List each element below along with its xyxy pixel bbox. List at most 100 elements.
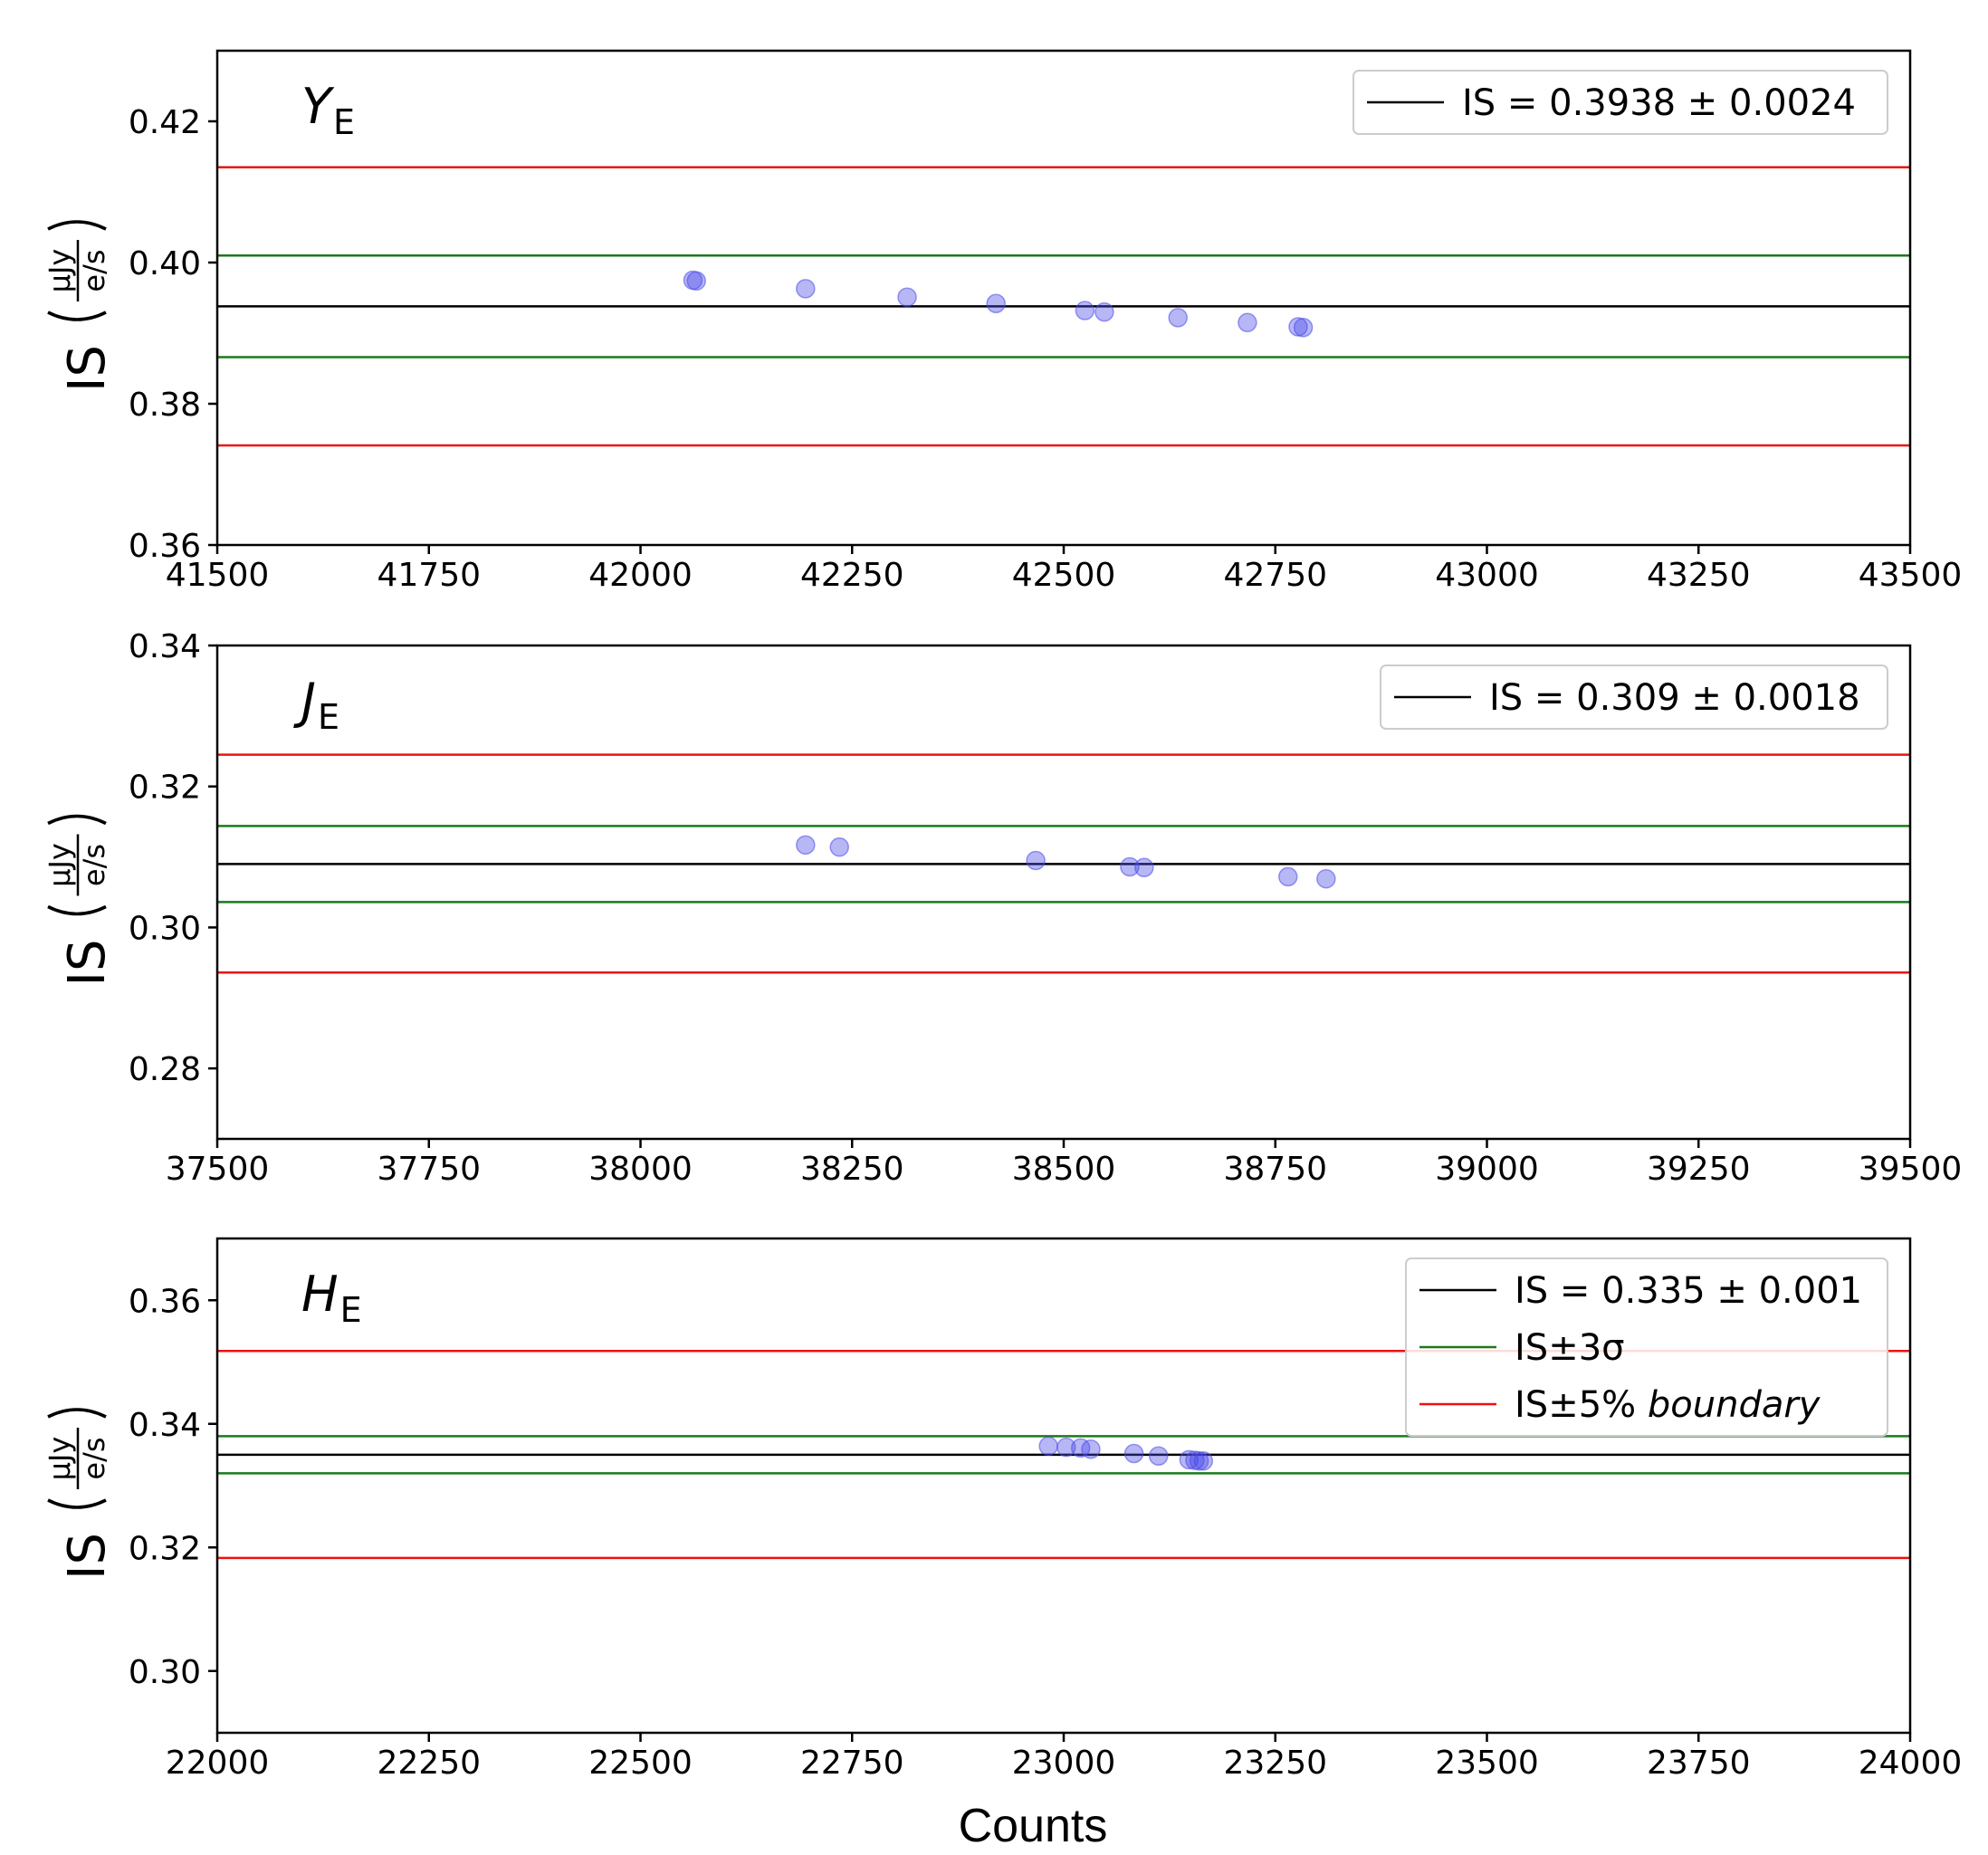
x-tick-label: 39250 (1647, 1151, 1751, 1188)
data-point (1293, 318, 1314, 338)
panel-je: 37500 37750 38000 38250 38500 38750 39000 39250… (43, 628, 1962, 1188)
x-tick-label: 38750 (1223, 1151, 1327, 1188)
band-label-letter: Y (301, 78, 335, 135)
data-point (986, 293, 1006, 313)
x-tick-label: 42000 (588, 557, 693, 594)
y-label-paren-right (47, 814, 107, 826)
data-point (796, 279, 816, 299)
y-label-paren-left (47, 904, 107, 916)
data-point (1168, 308, 1188, 328)
y-label-paren-left (47, 311, 107, 321)
y-label-numerator: μJy (43, 843, 77, 887)
data-point (1288, 317, 1308, 337)
data-point (1316, 868, 1336, 889)
x-axis-label: Counts (959, 1800, 1108, 1852)
x-tick-label: 22000 (166, 1745, 270, 1782)
y-tick-label: 0.40 (129, 245, 201, 282)
x-tick-label: 38500 (1012, 1151, 1116, 1188)
x-tick-label: 43500 (1859, 557, 1963, 594)
y-label-prefix: IS (58, 1533, 117, 1580)
x-tick-label: 42500 (1012, 557, 1116, 594)
x-tick-label: 37500 (166, 1151, 270, 1188)
x-tick-label: 42250 (800, 557, 904, 594)
legend-text-italic: boundary (1648, 1384, 1821, 1426)
y-label-prefix: IS (58, 939, 117, 986)
y-tick-label: 0.34 (129, 628, 201, 665)
legend-text-part: IS±5% (1515, 1384, 1648, 1426)
y-axis-label: IS μJy e/s (43, 1408, 117, 1580)
y-axis-label: IS μJy e/s (43, 220, 117, 392)
band-label-subscript: E (333, 102, 355, 142)
data-point (1278, 866, 1298, 887)
y-tick-label: 0.30 (129, 1654, 201, 1691)
x-tick-label: 23750 (1647, 1745, 1751, 1782)
legend-entry-is-label: IS = 0.3938 ± 0.0024 (1462, 82, 1856, 124)
data-point (1123, 1443, 1144, 1464)
band-label: YE (301, 78, 355, 142)
legend: IS = 0.335 ± 0.001 IS±3σ IS±5% boundary (1405, 1257, 1888, 1437)
y-tick-label: 0.38 (129, 387, 201, 424)
data-point (1238, 312, 1257, 333)
y-tick-label: 0.34 (129, 1407, 201, 1444)
y-label-paren-left (47, 1498, 107, 1509)
data-point (1179, 1449, 1199, 1470)
data-point (1038, 1436, 1058, 1457)
x-tick-label: 42750 (1223, 557, 1327, 594)
data-point (1189, 1450, 1209, 1471)
y-label-prefix: IS (58, 345, 117, 392)
y-tick-label: 0.32 (129, 770, 201, 807)
x-tick-label: 39500 (1859, 1151, 1963, 1188)
x-tick-label: 41500 (166, 557, 270, 594)
data-point (897, 287, 917, 307)
data-point (1070, 1438, 1091, 1458)
legend-entry-is-label: IS = 0.309 ± 0.0018 (1489, 677, 1860, 719)
band-label-subscript: E (318, 697, 339, 737)
y-axis-label: IS μJy e/s (43, 814, 117, 987)
y-tick-label: 0.32 (129, 1530, 201, 1567)
x-tick-label: 41750 (377, 557, 481, 594)
y-tick-label: 0.30 (129, 910, 201, 947)
y-label-denominator: e/s (77, 1437, 111, 1479)
x-tick-label: 23500 (1435, 1745, 1539, 1782)
legend: IS = 0.3938 ± 0.0024 (1352, 70, 1888, 135)
y-label-numerator: μJy (43, 1437, 77, 1481)
x-tick-label: 22500 (588, 1745, 693, 1782)
y-label-numerator: μJy (43, 249, 77, 293)
panel-he: 22000 22250 22500 22750 23000 23250 23500 23750… (43, 1237, 1963, 1782)
data-point (829, 837, 849, 857)
data-point (1094, 301, 1114, 322)
y-label-denominator: e/s (77, 249, 111, 292)
data-point (1120, 856, 1140, 877)
x-tick-label: 22750 (800, 1745, 904, 1782)
data-point (1056, 1437, 1076, 1458)
x-tick-label: 23000 (1012, 1745, 1116, 1782)
data-point (1134, 857, 1154, 877)
band-label: HE (301, 1266, 362, 1330)
panel-ye: 41500 41750 42000 42250 42500 42750 43000 43250… (43, 49, 1963, 594)
y-label-paren-right (47, 1408, 107, 1419)
x-tick-label: 43250 (1647, 557, 1751, 594)
data-point (686, 271, 706, 292)
x-tick-label: 24000 (1859, 1745, 1963, 1782)
band-label-subscript: E (340, 1290, 362, 1330)
y-tick-label: 0.28 (129, 1051, 201, 1088)
x-tick-label: 38000 (588, 1151, 693, 1188)
x-tick-label: 39000 (1435, 1151, 1539, 1188)
legend-entry-sigma-label: IS±3σ (1515, 1327, 1625, 1369)
x-tick-label: 37750 (377, 1151, 481, 1188)
y-tick-label: 0.42 (129, 104, 201, 141)
y-label-denominator: e/s (77, 844, 111, 886)
data-point (1075, 301, 1095, 320)
x-tick-label: 43000 (1435, 557, 1539, 594)
data-point (1026, 850, 1046, 871)
x-tick-label: 23250 (1223, 1745, 1327, 1782)
legend-box (1380, 665, 1888, 730)
legend-entry-is-label: IS = 0.335 ± 0.001 (1515, 1270, 1862, 1312)
data-point (796, 835, 816, 856)
x-tick-label: 38250 (800, 1151, 904, 1188)
legend-box (1405, 1257, 1888, 1437)
y-label-paren-right (47, 220, 107, 231)
legend-box (1352, 70, 1888, 135)
legend: IS = 0.309 ± 0.0018 (1380, 665, 1888, 730)
